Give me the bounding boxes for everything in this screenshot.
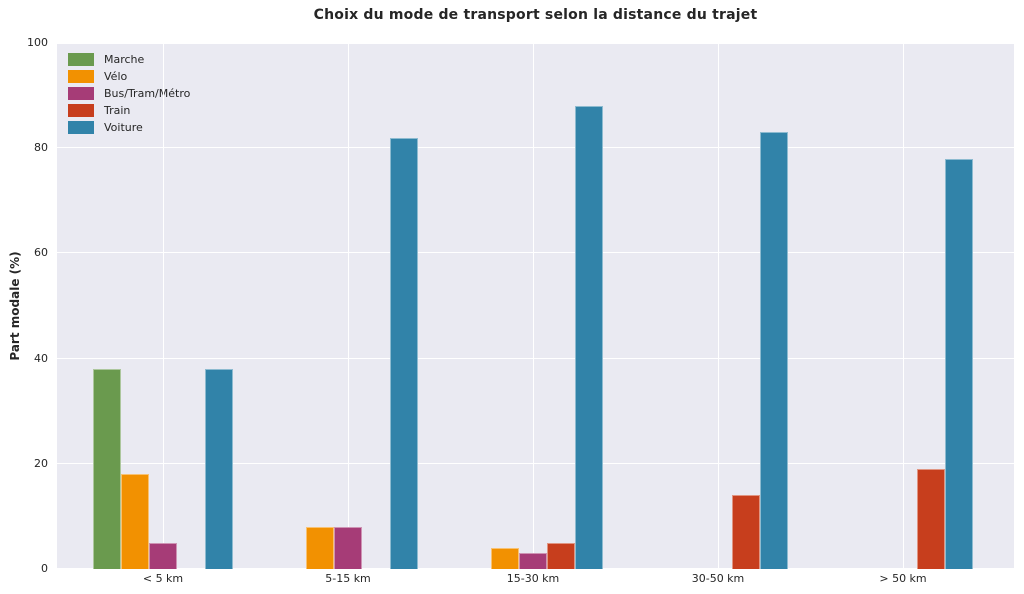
- gridline-vertical: [347, 43, 349, 569]
- x-tick-label: > 50 km: [879, 572, 927, 585]
- legend-item-voiture: Voiture: [68, 121, 190, 134]
- bar-voiture: [760, 132, 788, 569]
- bar-marche: [93, 369, 121, 569]
- legend-label-voiture: Voiture: [104, 121, 143, 134]
- legend-swatch-marche: [68, 53, 94, 66]
- bar-voiture: [575, 106, 603, 569]
- gridline-horizontal: [57, 43, 1014, 44]
- bar-bus-tram-metro: [519, 553, 547, 569]
- y-tick-label: 40: [34, 351, 48, 365]
- y-tick-label: 20: [34, 456, 48, 470]
- gridline-horizontal: [57, 462, 1014, 464]
- bar-train: [732, 495, 760, 569]
- bar-velo: [306, 526, 334, 569]
- gridline-vertical: [717, 43, 719, 569]
- gridline-vertical: [162, 43, 164, 569]
- bar-bus-tram-metro: [149, 542, 177, 569]
- legend-swatch-bus-tram-metro: [68, 87, 94, 100]
- bar-voiture: [205, 369, 233, 569]
- legend-item-velo: Vélo: [68, 70, 190, 83]
- legend-swatch-velo: [68, 70, 94, 83]
- legend-swatch-train: [68, 104, 94, 117]
- gridline-horizontal: [57, 252, 1014, 254]
- legend-label-bus-tram-metro: Bus/Tram/Métro: [104, 87, 191, 100]
- x-tick-label: 15-30 km: [506, 572, 560, 585]
- x-tick-label: 5-15 km: [325, 572, 371, 585]
- gridline-vertical: [902, 43, 904, 569]
- plot-area: Marche Vélo Bus/Tram/Métro Train Voiture: [57, 43, 1014, 569]
- bar-voiture: [390, 137, 418, 569]
- y-axis-label: Part modale (%): [8, 251, 22, 361]
- y-tick-label: 0: [41, 562, 48, 575]
- bar-train: [547, 542, 575, 569]
- gridline-vertical: [532, 43, 534, 569]
- y-tick-label: 100: [27, 36, 48, 49]
- legend-label-marche: Marche: [104, 53, 145, 66]
- legend-label-velo: Vélo: [104, 70, 128, 83]
- bar-velo: [491, 547, 519, 569]
- bar-voiture: [945, 158, 973, 569]
- y-tick-label: 80: [34, 141, 48, 155]
- legend-item-train: Train: [68, 104, 190, 117]
- x-tick-label: 30-50 km: [691, 572, 745, 585]
- legend-item-bus-tram-metro: Bus/Tram/Métro: [68, 87, 190, 100]
- gridline-horizontal: [57, 147, 1014, 149]
- x-tick-label: < 5 km: [142, 572, 184, 585]
- bar-bus-tram-metro: [334, 526, 362, 569]
- bar-train: [917, 469, 945, 569]
- legend-swatch-voiture: [68, 121, 94, 134]
- legend-item-marche: Marche: [68, 53, 190, 66]
- legend: Marche Vélo Bus/Tram/Métro Train Voiture: [62, 51, 196, 136]
- y-tick-label: 60: [34, 246, 48, 260]
- chart-title: Choix du mode de transport selon la dist…: [313, 7, 758, 23]
- bar-velo: [121, 474, 149, 569]
- gridline-horizontal: [57, 357, 1014, 359]
- legend-label-train: Train: [104, 104, 131, 117]
